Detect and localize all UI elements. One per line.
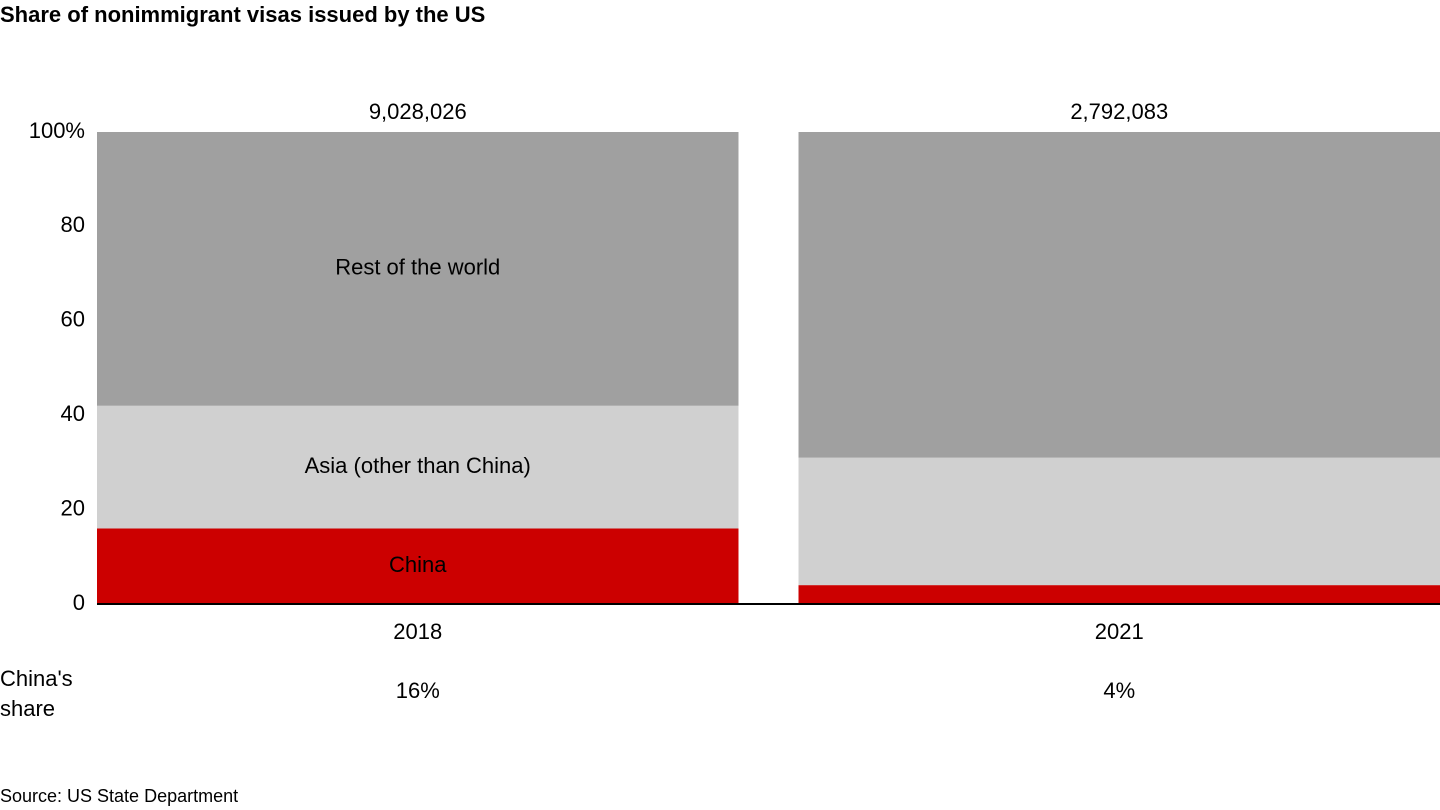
segment-label: China (389, 552, 447, 577)
bar-segment (798, 585, 1440, 604)
bar-segment (97, 528, 739, 604)
y-tick-label: 80 (61, 212, 85, 237)
x-tick-label: 2021 (1095, 619, 1144, 644)
chart-title: Share of nonimmigrant visas issued by th… (0, 2, 485, 27)
segment-label: Asia (other than China) (305, 453, 531, 478)
source: Source: US State Department (0, 786, 238, 806)
y-tick-label: 40 (61, 401, 85, 426)
y-tick-label: 0 (73, 590, 85, 615)
bar-segment (798, 457, 1440, 586)
share-label: 4% (1103, 678, 1135, 703)
bar-segment (97, 405, 739, 529)
total-label: 2,792,083 (1070, 99, 1168, 124)
y-tick-label: 20 (61, 495, 85, 520)
total-label: 9,028,026 (369, 99, 467, 124)
bar-segment (97, 132, 739, 406)
segment-label: Rest of the world (335, 255, 500, 280)
y-tick-label: 100% (29, 118, 85, 143)
y-tick-label: 60 (61, 307, 85, 332)
bar-segment (798, 132, 1440, 458)
x-tick-label: 2018 (393, 619, 442, 644)
share-label: 16% (396, 678, 440, 703)
share-row-label: China's share (0, 666, 73, 721)
